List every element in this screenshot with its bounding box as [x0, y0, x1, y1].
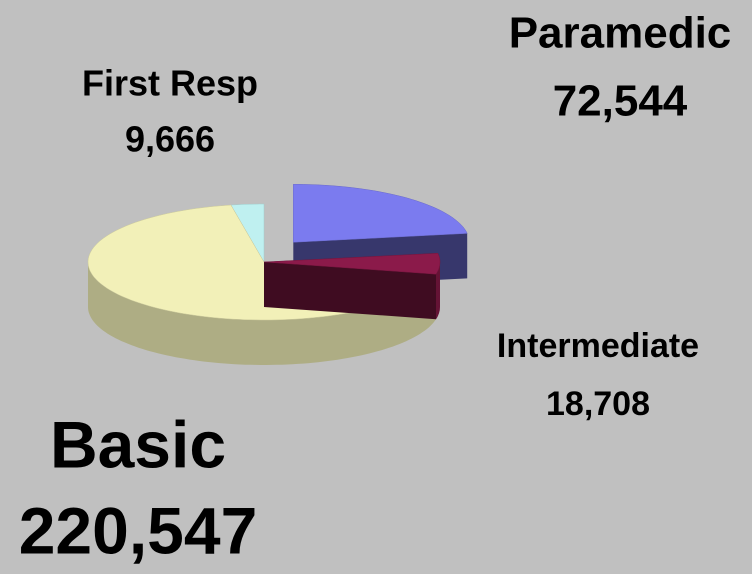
slice [293, 184, 468, 243]
slice-label: Paramedic [509, 9, 732, 58]
slice-label: First Resp [82, 63, 258, 104]
value-label: 220,547 [19, 493, 258, 567]
slice-side [88, 262, 436, 365]
slice-side [436, 262, 440, 320]
value-label: 18,708 [546, 385, 650, 423]
slice-wall [264, 262, 436, 320]
value-label: 9,666 [125, 119, 215, 160]
slice [263, 252, 441, 275]
slice-label: Basic [50, 407, 226, 481]
slice-label: Intermediate [497, 327, 699, 365]
value-label: 72,544 [553, 77, 688, 126]
